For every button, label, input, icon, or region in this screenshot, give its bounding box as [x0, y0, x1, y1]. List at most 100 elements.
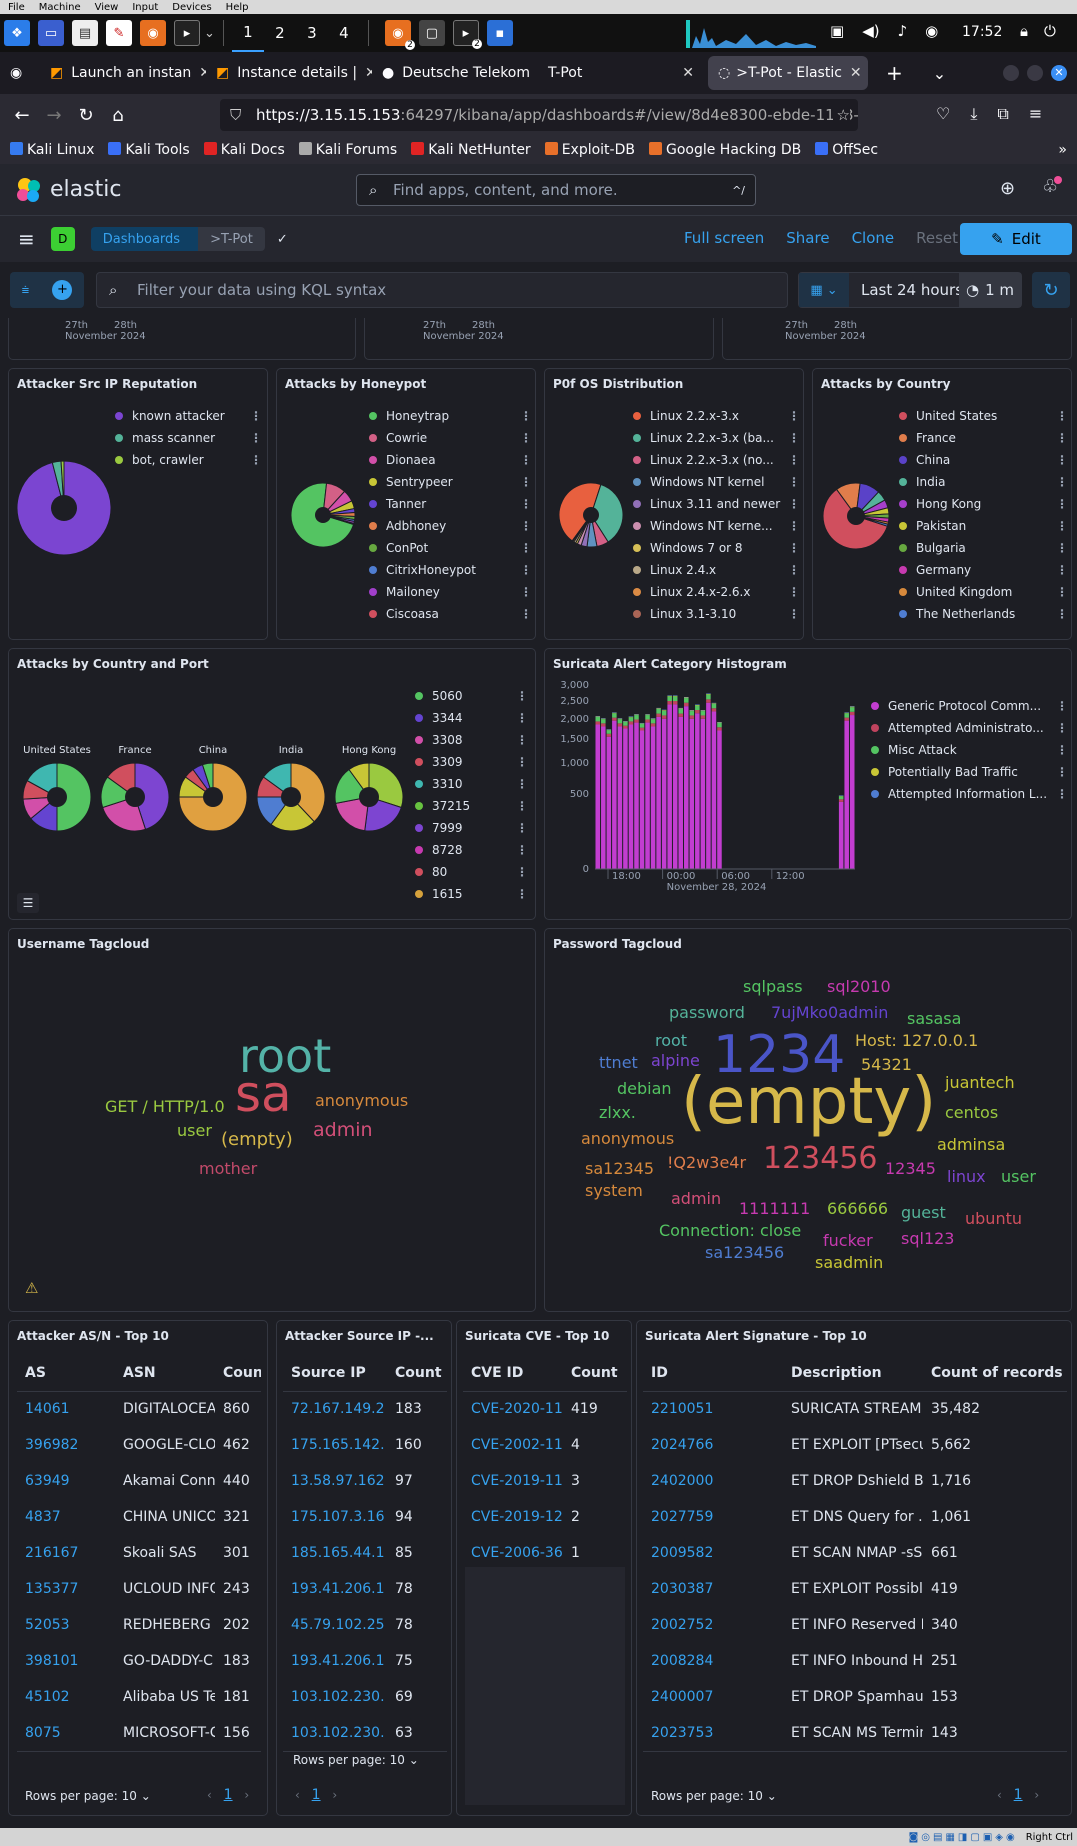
next-page-icon[interactable]: › — [332, 1788, 338, 1802]
histogram-bar[interactable] — [849, 707, 855, 712]
row-link[interactable]: CVE-2006-36 — [471, 1545, 563, 1561]
histogram-bar[interactable] — [656, 708, 661, 714]
menu-icon[interactable]: ≡ — [18, 227, 35, 251]
legend-menu-icon[interactable]: ⋮ — [1056, 607, 1068, 621]
histogram-bar[interactable] — [678, 716, 684, 869]
page-1[interactable]: 1 — [223, 1787, 233, 1803]
legend-menu-icon[interactable]: ⋮ — [520, 409, 532, 423]
histogram-bar[interactable] — [706, 702, 711, 869]
bookmark-kali-linux[interactable]: Kali Linux — [10, 142, 94, 158]
forward-icon[interactable]: → — [46, 104, 62, 126]
histogram-bar[interactable] — [645, 722, 650, 869]
row-link[interactable]: 45102 — [25, 1689, 70, 1705]
histogram-bar[interactable] — [639, 722, 645, 724]
legend-menu-icon[interactable]: ⋮ — [1056, 787, 1068, 801]
row-link[interactable]: 2400007 — [651, 1689, 714, 1705]
news-icon[interactable]: ♧ — [1042, 176, 1063, 197]
country-port-pie[interactable] — [22, 762, 92, 832]
legend-menu-icon[interactable]: ⋮ — [1056, 743, 1068, 757]
histogram-bar[interactable] — [595, 716, 601, 717]
tag[interactable]: 7ujMko0admin — [771, 1003, 889, 1022]
next-page-icon[interactable]: › — [1034, 1788, 1040, 1802]
tag[interactable]: sql123 — [901, 1229, 955, 1248]
date-picker[interactable]: ▦ ⌄ Last 24 hours ◔ 1 m — [798, 272, 1022, 308]
legend-menu-icon[interactable]: ⋮ — [516, 711, 527, 725]
legend-item[interactable]: France ⋮ — [899, 427, 1068, 449]
bookmark-kali-nethunter[interactable]: Kali NetHunter — [411, 142, 531, 158]
tag[interactable]: ttnet — [599, 1053, 638, 1072]
legend-menu-icon[interactable]: ⋮ — [516, 887, 527, 901]
legend-menu-icon[interactable]: ⋮ — [516, 799, 527, 813]
refresh-button[interactable]: ↻ — [1032, 272, 1070, 308]
histogram-bar[interactable] — [601, 718, 606, 720]
histogram-bar[interactable] — [711, 703, 717, 709]
histogram-bar[interactable] — [628, 721, 634, 725]
tag[interactable]: saadmin — [815, 1253, 884, 1272]
chevron-down-icon[interactable]: ⌄ — [204, 25, 215, 41]
histogram-bar[interactable] — [667, 704, 672, 869]
country-port-pie[interactable] — [100, 762, 170, 832]
histogram-bar[interactable] — [639, 730, 645, 869]
histogram-bar[interactable] — [700, 718, 706, 869]
histogram-bar[interactable] — [628, 716, 634, 718]
histogram-bar[interactable] — [617, 718, 623, 720]
histogram-bar[interactable] — [700, 710, 706, 712]
tab-launch-instance[interactable]: ◩ Launch an instan ✕ — [40, 56, 206, 90]
back-icon[interactable]: ← — [14, 104, 30, 126]
legend-menu-icon[interactable]: ⋮ — [1056, 519, 1068, 533]
legend-item[interactable]: 3309 ⋮ — [415, 751, 527, 773]
legend-item[interactable]: Honeytrap ⋮ — [369, 405, 532, 427]
legend-menu-icon[interactable]: ⋮ — [788, 563, 800, 577]
legend-menu-icon[interactable]: ⋮ — [520, 431, 532, 445]
histogram-bar[interactable] — [844, 720, 849, 869]
elastic-wordmark[interactable]: elastic — [50, 177, 122, 202]
more-bookmarks-icon[interactable]: » — [1058, 142, 1067, 158]
histogram-bar[interactable] — [717, 721, 722, 723]
histogram-bar[interactable] — [661, 718, 667, 869]
legend-item[interactable]: Potentially Bad Traffic ⋮ — [871, 761, 1068, 783]
legend-menu-icon[interactable]: ⋮ — [520, 497, 532, 511]
legend-menu-icon[interactable]: ⋮ — [1056, 699, 1068, 713]
legend-item[interactable]: 5060 ⋮ — [415, 685, 527, 707]
row-link[interactable]: 13.58.97.162 — [291, 1473, 385, 1489]
histogram-bar[interactable] — [634, 715, 639, 720]
column-header[interactable]: ASN — [115, 1355, 215, 1392]
legend-menu-icon[interactable]: ⋮ — [516, 821, 527, 835]
histogram-bar[interactable] — [667, 695, 672, 697]
histogram-bar[interactable] — [672, 695, 678, 697]
histogram-bar[interactable] — [706, 699, 711, 703]
reset-button[interactable]: Reset — [916, 229, 959, 247]
histogram-bar[interactable] — [661, 710, 667, 716]
tag[interactable]: 1111111 — [739, 1199, 811, 1218]
histogram-bar[interactable] — [689, 718, 695, 869]
histogram-bar[interactable] — [695, 713, 700, 869]
bookmark-kali-tools[interactable]: Kali Tools — [108, 142, 190, 158]
pie-slice[interactable] — [262, 762, 292, 798]
row-link[interactable]: 135377 — [25, 1581, 79, 1597]
row-link[interactable]: CVE-2019-12 — [471, 1509, 563, 1525]
histogram-bar[interactable] — [844, 712, 849, 713]
kali-menu-icon[interactable]: ❖ — [4, 20, 30, 46]
close-icon[interactable]: ✕ — [199, 65, 206, 81]
pie-slice[interactable] — [134, 762, 170, 830]
maximize-button[interactable] — [1027, 65, 1043, 81]
tag[interactable]: centos — [945, 1103, 999, 1122]
legend-item[interactable]: known attacker ⋮ — [115, 405, 262, 427]
histogram-bar[interactable] — [628, 716, 634, 717]
legend-menu-icon[interactable]: ⋮ — [1056, 453, 1068, 467]
column-header[interactable]: Coun — [215, 1355, 261, 1392]
row-link[interactable]: 14061 — [25, 1401, 70, 1418]
vm-menu-help[interactable]: Help — [225, 1, 249, 13]
histogram-bar[interactable] — [684, 698, 689, 703]
legend-item[interactable]: Linux 2.4.x ⋮ — [633, 559, 800, 581]
row-link[interactable]: 175.165.142. — [291, 1437, 385, 1453]
legend-menu-icon[interactable]: ⋮ — [520, 453, 532, 467]
row-link[interactable]: 2210051 — [651, 1401, 714, 1418]
histogram-bar[interactable] — [684, 697, 689, 699]
histogram-bar[interactable] — [595, 715, 601, 717]
legend-menu-icon[interactable]: ⋮ — [1056, 585, 1068, 599]
tag[interactable]: (empty) — [681, 1065, 937, 1139]
row-link[interactable]: 2024766 — [651, 1437, 714, 1453]
power-icon[interactable]: ◉ — [925, 22, 939, 40]
legend-menu-icon[interactable]: ⋮ — [1056, 541, 1068, 555]
